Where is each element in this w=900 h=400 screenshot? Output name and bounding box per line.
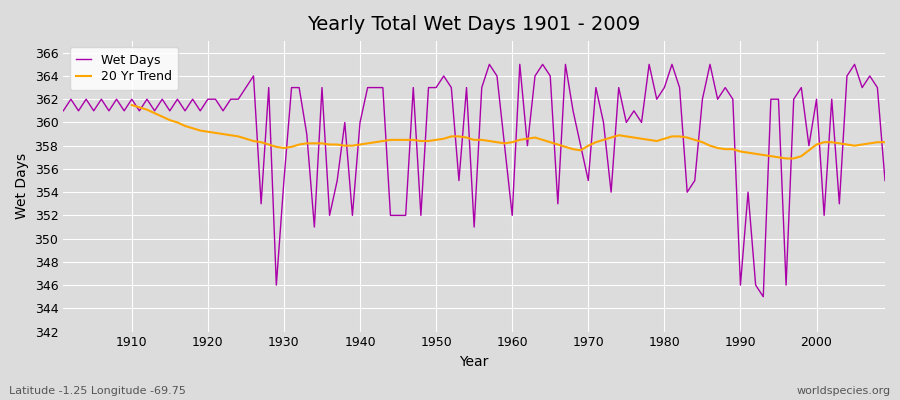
Legend: Wet Days, 20 Yr Trend: Wet Days, 20 Yr Trend (69, 47, 178, 90)
Y-axis label: Wet Days: Wet Days (15, 153, 29, 220)
Wet Days (119, 108, 130, 113)
Line: Wet Days: Wet Days (63, 64, 885, 297)
Wet Days (758, 294, 769, 299)
Line: 20 Yr Trend: 20 Yr Trend (131, 105, 885, 158)
20 Yr Trend (515, 138, 526, 142)
Text: worldspecies.org: worldspecies.org (796, 386, 891, 396)
20 Yr Trend (126, 103, 137, 108)
20 Yr Trend (271, 144, 282, 149)
Wet Days (606, 190, 616, 194)
Wet Days (58, 108, 68, 113)
20 Yr Trend (879, 140, 890, 144)
Wet Days (515, 62, 526, 67)
Wet Days (332, 178, 343, 183)
Wet Days (879, 178, 890, 183)
20 Yr Trend (780, 156, 791, 161)
X-axis label: Year: Year (460, 355, 489, 369)
Wet Days (507, 213, 517, 218)
20 Yr Trend (575, 148, 586, 153)
20 Yr Trend (826, 140, 837, 144)
Wet Days (484, 62, 495, 67)
Text: Latitude -1.25 Longitude -69.75: Latitude -1.25 Longitude -69.75 (9, 386, 186, 396)
20 Yr Trend (302, 141, 312, 146)
20 Yr Trend (850, 143, 860, 148)
Title: Yearly Total Wet Days 1901 - 2009: Yearly Total Wet Days 1901 - 2009 (308, 15, 641, 34)
Wet Days (286, 85, 297, 90)
